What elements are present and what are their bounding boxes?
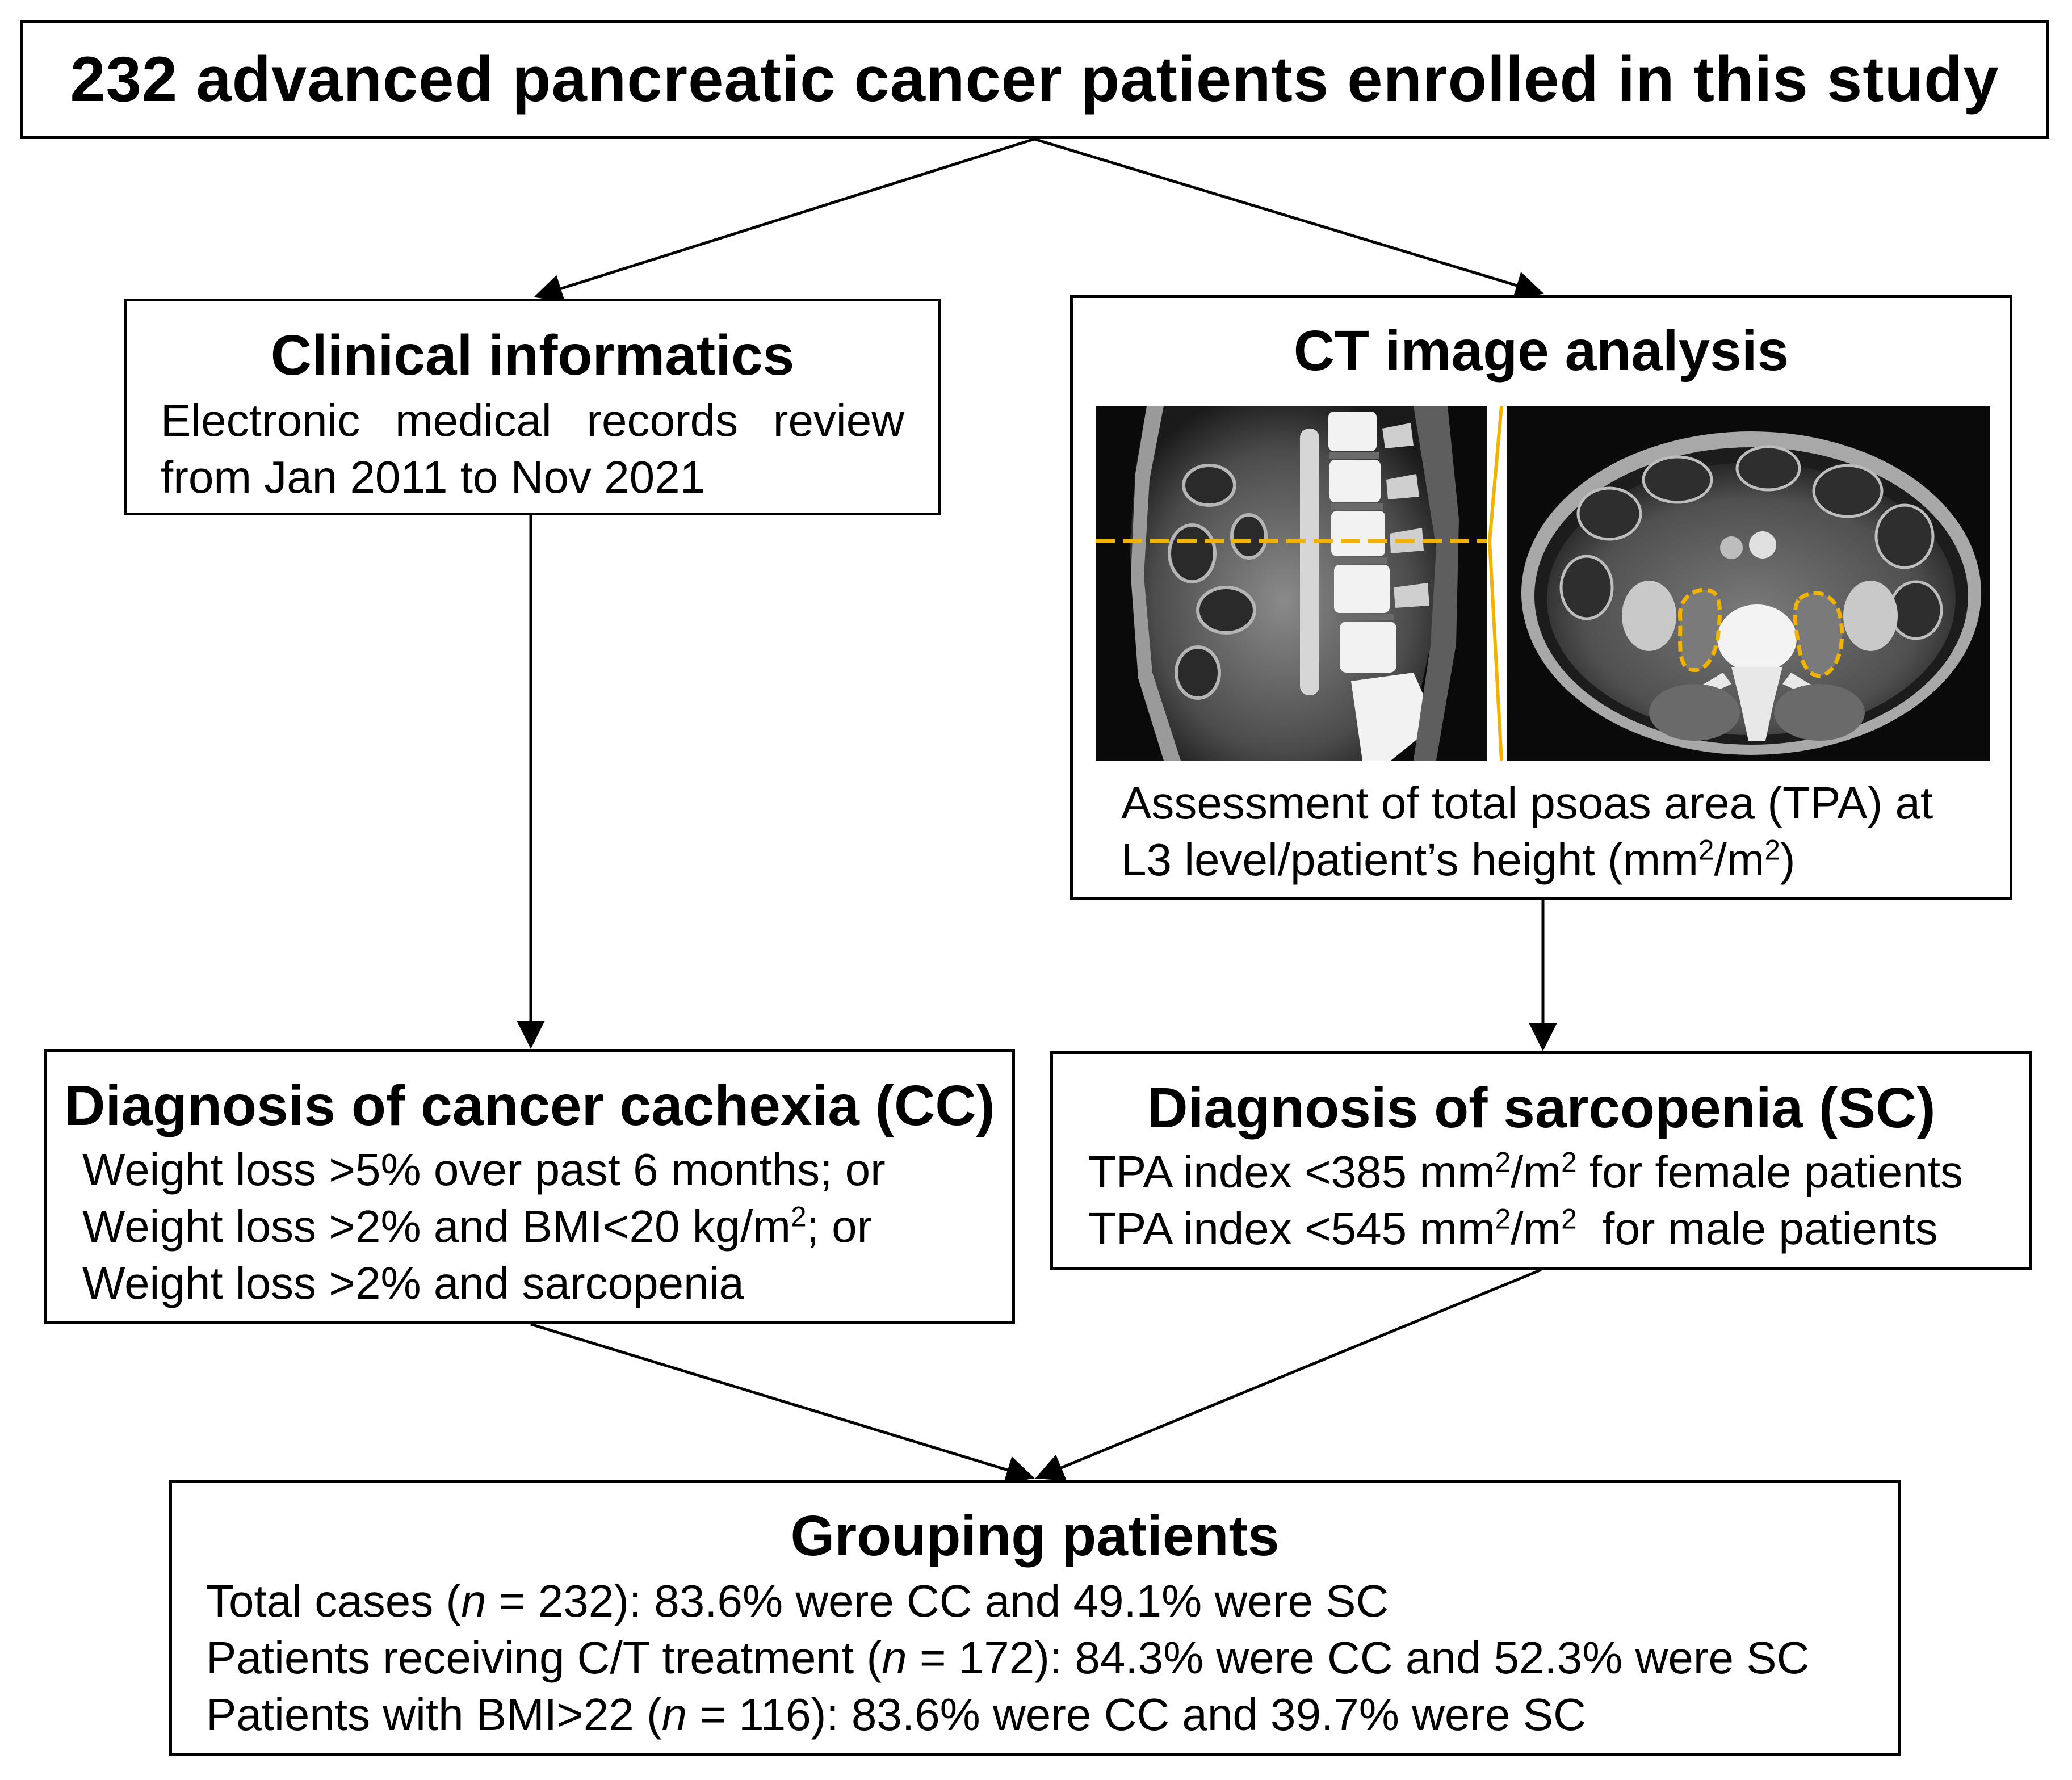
arrow-top-to-clinical (534, 137, 1035, 303)
grouping-row-total: Total cases (n = 232): 83.6% were CC and… (206, 1576, 1389, 1626)
enrollment-title: 232 advanced pancreatic cancer patients … (70, 44, 1999, 115)
grouping-box: Grouping patients Total cases (n = 232):… (169, 1480, 1901, 1756)
clinical-informatics-title: Clinical informatics (270, 324, 795, 387)
clinical-word: records (586, 395, 739, 446)
sagittal-ct-image (1096, 406, 1487, 761)
cachexia-criteria: Weight loss >5% over past 6 months; or W… (82, 1141, 886, 1312)
ct-image-analysis-title: CT image analysis (1293, 319, 1789, 383)
grouping-title: Grouping patients (790, 1504, 1280, 1568)
arrow-sc-to-group (1035, 1268, 1542, 1481)
sarcopenia-diagnosis-title: Diagnosis of sarcopenia (SC) (1147, 1076, 1936, 1140)
ct-caption-line-1: Assessment of total psoas area (TPA) at (1121, 778, 1933, 828)
enrollment-box: 232 advanced pancreatic cancer patients … (20, 20, 2049, 139)
cachexia-diagnosis-title: Diagnosis of cancer cachexia (CC) (64, 1074, 995, 1137)
sarcopenia-criterion-male: TPA index <545 mm2/m2 for male patients (1088, 1203, 1938, 1254)
clinical-word: medical (395, 395, 552, 446)
cachexia-diagnosis-box: Diagnosis of cancer cachexia (CC) Weight… (44, 1049, 1015, 1324)
clinical-informatics-box: Clinical informatics Electronic medical … (124, 299, 941, 515)
cachexia-criterion-1: Weight loss >5% over past 6 months; or (82, 1144, 886, 1195)
clinical-informatics-body: Electronic medical records review from J… (161, 392, 904, 506)
ct-slice-connector (1487, 406, 1503, 761)
ct-image-analysis-box: CT image analysis (1070, 295, 2012, 900)
sarcopenia-diagnosis-box: Diagnosis of sarcopenia (SC) TPA index <… (1050, 1051, 2032, 1270)
cachexia-criterion-2: Weight loss >2% and BMI<20 kg/m2; or (82, 1200, 873, 1252)
arrow-cc-to-group (530, 1323, 1035, 1484)
axial-ct-image (1507, 406, 1990, 761)
ct-caption: Assessment of total psoas area (TPA) at … (1121, 775, 1933, 888)
grouping-results: Total cases (n = 232): 83.6% were CC and… (206, 1573, 1809, 1743)
arrow-top-to-ct (1034, 137, 1544, 299)
clinical-word: review (773, 395, 904, 446)
clinical-word: Electronic (161, 395, 360, 446)
clinical-line-1: Electronic medical records review (161, 392, 904, 449)
sarcopenia-criterion-female: TPA index <385 mm2/m2 for female patient… (1088, 1146, 1964, 1197)
clinical-line-2: from Jan 2011 to Nov 2021 (161, 452, 706, 502)
ct-caption-line-2: L3 level/patient’s height (mm2/m2) (1121, 834, 1796, 885)
grouping-row-bmi: Patients with BMI>22 (n = 116): 83.6% we… (206, 1689, 1586, 1740)
sarcopenia-criteria: TPA index <385 mm2/m2 for female patient… (1088, 1144, 1963, 1257)
cachexia-criterion-3: Weight loss >2% and sarcopenia (82, 1258, 744, 1308)
grouping-row-ct-treatment: Patients receiving C/T treatment (n = 17… (206, 1632, 1810, 1683)
